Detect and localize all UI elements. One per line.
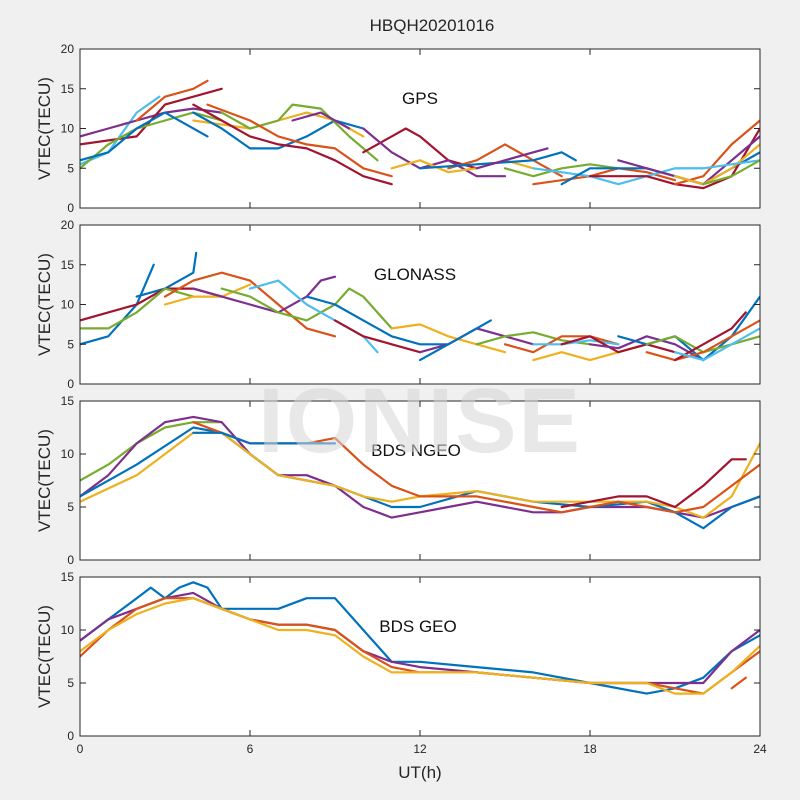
y-tick-label: 15 (61, 570, 75, 584)
series-line-2 (80, 107, 223, 138)
panel-label: GPS (402, 89, 438, 108)
y-axis-label: VTEC(TECU) (35, 429, 54, 532)
series-line-1 (80, 95, 161, 166)
series-line-21 (617, 295, 760, 362)
series-line-17 (532, 339, 620, 346)
panel-label: GLONASS (374, 265, 456, 284)
series-line-26 (673, 143, 760, 186)
series-group (80, 79, 760, 190)
series-line-12 (291, 111, 351, 130)
x-tick-label: 24 (753, 742, 767, 756)
series-line-5 (163, 283, 252, 306)
axes-background (80, 49, 760, 208)
axes-background (80, 225, 760, 384)
panel-label: BDS NGEO (371, 441, 461, 460)
series-line-5 (80, 111, 223, 170)
series-line-16 (447, 143, 563, 178)
series-line-24 (673, 311, 747, 362)
series-line-14 (362, 127, 507, 178)
series-line-18 (475, 147, 549, 170)
series-line-10 (305, 295, 450, 346)
series-line-6 (163, 271, 337, 338)
x-tick-label: 12 (413, 742, 427, 756)
panel-4: 0 6 12 18 24 0 5 10 15 VTEC(TECU) BDS GEO (35, 570, 767, 756)
series-line-23 (588, 127, 760, 190)
series-line-12 (390, 323, 507, 354)
x-axis-label: UT(h) (398, 763, 441, 782)
series-line-10 (206, 103, 393, 178)
y-axis-label: VTEC(TECU) (35, 605, 54, 708)
y-tick-label: 10 (61, 623, 75, 637)
series-line-6 (80, 111, 209, 162)
series-group (80, 415, 760, 530)
series-line-4 (80, 597, 760, 695)
series-line-14 (418, 319, 492, 362)
series-line-1 (80, 581, 760, 695)
panels: 0 5 10 15 20 VTEC(TECU) GPS 0 5 10 15 20 VTEC(TECU) G… (35, 42, 767, 756)
panel-label: BDS GEO (379, 617, 456, 636)
figure-title: HBQH20201016 (370, 16, 495, 35)
axes-background (80, 577, 760, 736)
y-tick-label: 0 (67, 729, 74, 743)
y-tick-label: 10 (61, 298, 75, 312)
series-line-19 (503, 163, 620, 178)
y-tick-label: 10 (61, 122, 75, 136)
x-tick-label: 18 (583, 742, 597, 756)
series-line-9 (248, 279, 379, 354)
y-tick-label: 5 (67, 676, 74, 690)
y-tick-label: 15 (61, 258, 75, 272)
y-tick-label: 5 (67, 337, 74, 351)
series-line-23 (645, 319, 760, 362)
x-tick-label: 0 (77, 742, 84, 756)
series-line-16 (503, 335, 620, 354)
series-line-20 (588, 335, 705, 362)
series-line-25 (673, 327, 760, 362)
series-line-7 (192, 431, 337, 445)
series-line-11 (333, 319, 422, 354)
series-line-6 (560, 458, 747, 509)
series-line-2 (135, 251, 198, 298)
series-line-11 (192, 103, 393, 186)
y-tick-label: 0 (67, 201, 74, 215)
y-tick-label: 10 (61, 447, 75, 461)
series-line-1 (80, 421, 223, 482)
panel-2: 0 5 10 15 20 VTEC(TECU) GLONASS (35, 218, 761, 391)
series-line-28 (702, 159, 760, 186)
y-tick-label: 20 (61, 218, 75, 232)
y-axis-label: VTEC(TECU) (35, 253, 54, 356)
panel-1: 0 5 10 15 20 VTEC(TECU) GPS (35, 42, 761, 215)
y-axis-label: VTEC(TECU) (35, 77, 54, 180)
watermark: IONISE (258, 370, 582, 472)
series-line-3 (80, 597, 760, 695)
y-tick-label: 20 (61, 42, 75, 56)
y-tick-label: 15 (61, 82, 75, 96)
series-line-27 (673, 159, 760, 170)
x-tick-label: 6 (247, 742, 254, 756)
y-tick-label: 5 (67, 500, 74, 514)
series-group (80, 251, 760, 362)
series-line-9 (220, 103, 379, 162)
series-line-5 (730, 676, 747, 690)
y-tick-label: 0 (67, 377, 74, 391)
series-line-17 (418, 151, 577, 170)
series-line-20 (532, 167, 677, 186)
y-tick-label: 15 (61, 394, 75, 408)
y-tick-label: 5 (67, 161, 74, 175)
y-tick-label: 0 (67, 553, 74, 567)
series-line-13 (362, 127, 478, 170)
panel-3: 0 5 10 15 VTEC(TECU) BDS NGEO (35, 394, 761, 567)
series-line-19 (560, 335, 677, 354)
series-group (80, 581, 760, 695)
series-line-3 (135, 79, 209, 122)
